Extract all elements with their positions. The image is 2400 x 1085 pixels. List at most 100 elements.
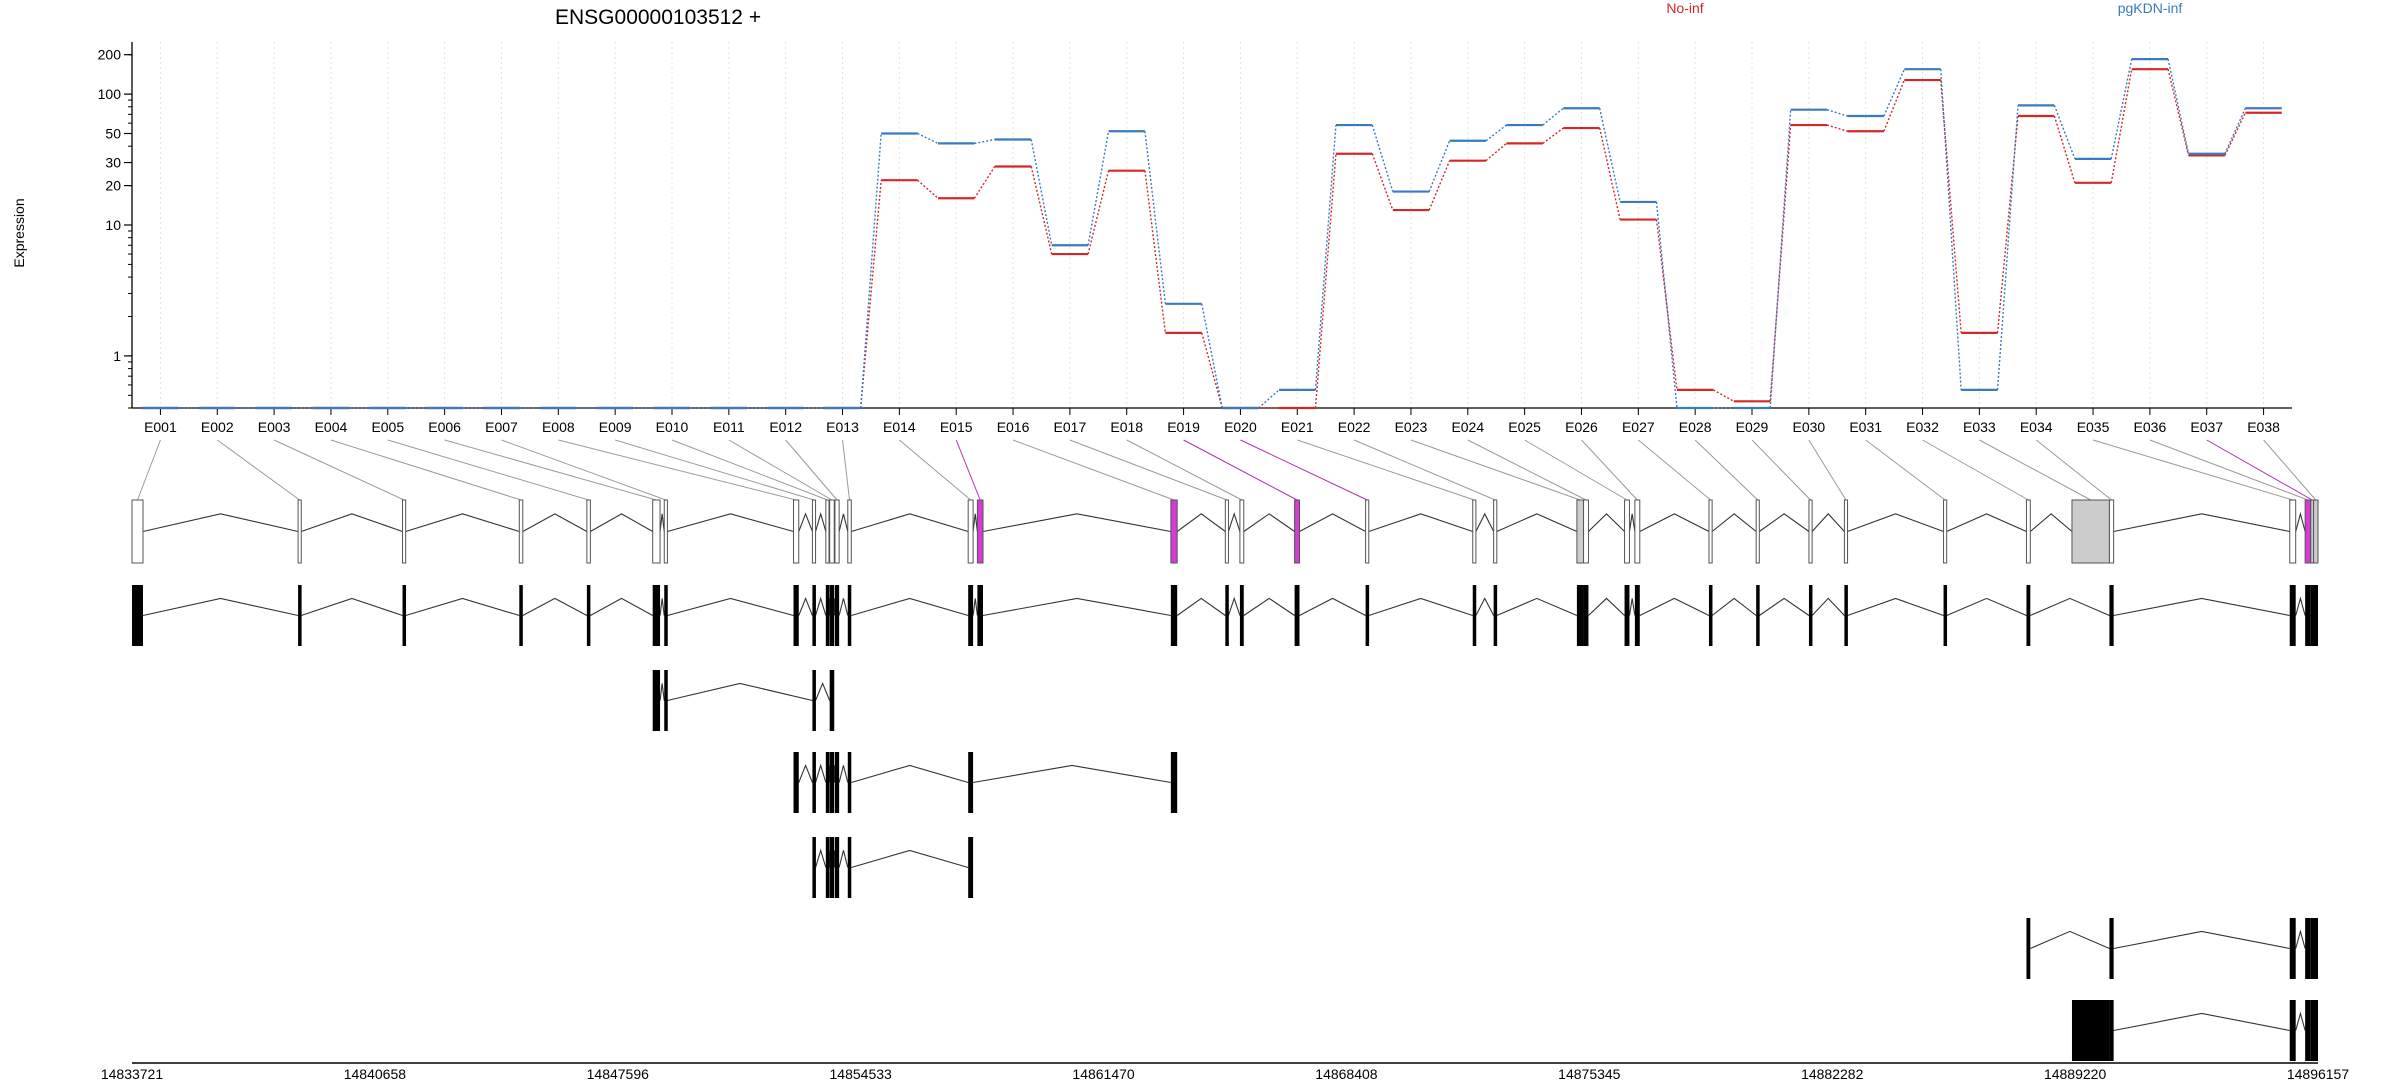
- intron-e017: [1227, 512, 1241, 532]
- y-tick-label-20: 20: [105, 178, 121, 194]
- intron-e007: [667, 513, 794, 533]
- intron-e022: [1496, 513, 1578, 533]
- transcript-exon-e012: [834, 585, 840, 646]
- transcript-intron: [1176, 597, 1226, 616]
- series-link-pgkdn-inf: [1371, 124, 1394, 192]
- bin-label-e029: E029: [1736, 419, 1769, 435]
- transcript-exon-e012: [834, 837, 840, 898]
- transcript-exon-e035: [2289, 1000, 2296, 1061]
- transcript-exon-e002: [298, 585, 302, 646]
- y-tick-label-30: 30: [105, 155, 121, 171]
- legend-no-inf: No-inf: [1666, 0, 1703, 16]
- intron-e008: [798, 512, 813, 532]
- connector-e024: [1467, 439, 1587, 501]
- bin-label-e024: E024: [1451, 419, 1484, 435]
- bin-label-e009: E009: [599, 419, 632, 435]
- vertical-grid: [159, 42, 2265, 408]
- genomic-tick-label-2: 14840658: [344, 1066, 407, 1080]
- connector-e017: [1069, 439, 1228, 501]
- transcript-intron: [2295, 596, 2306, 616]
- transcript-exon-e015: [977, 585, 983, 646]
- transcript-exon-e008: [793, 752, 799, 813]
- transcript-exon-e034: [2109, 918, 2114, 979]
- transcript-1: [132, 585, 2318, 646]
- transcript-exon-e006: [652, 585, 661, 646]
- transcript-intron: [1628, 598, 1636, 616]
- series-link-no-inf: [1314, 153, 1337, 409]
- transcript-intron: [659, 683, 665, 701]
- transcript-exon-e031: [1943, 585, 1948, 646]
- y-tick-label-200: 200: [98, 47, 122, 63]
- series-no-inf: [142, 68, 2282, 410]
- connector-e018: [1126, 439, 1243, 501]
- transcript-exon-e013: [847, 752, 852, 813]
- bin-label-e003: E003: [258, 419, 291, 435]
- transcript-6: [2071, 1000, 2318, 1061]
- intron-e021: [1475, 512, 1495, 532]
- series-link-pgkdn-inf: [1201, 303, 1223, 409]
- intron-e015: [982, 513, 1171, 533]
- bin-label-e005: E005: [371, 419, 404, 435]
- bin-label-e028: E028: [1679, 419, 1712, 435]
- intron-e002: [301, 513, 403, 533]
- connector-e033: [1979, 439, 2091, 501]
- series-link-no-inf: [1428, 160, 1451, 211]
- connector-e025: [1524, 439, 1628, 501]
- transcript-intron: [2030, 930, 2110, 950]
- transcript-exon-e009: [812, 670, 816, 731]
- exon-e033: [2071, 499, 2110, 564]
- transcript-intron: [667, 682, 813, 702]
- exon-e022: [1493, 499, 1498, 564]
- intron-e032: [2029, 513, 2073, 532]
- exon-e004: [518, 499, 524, 564]
- transcript-exon-e010: [825, 752, 830, 813]
- x-axis: E001 E002 E003 E004 E005 E006 E007 E008 E009 E010…: [132, 407, 2292, 435]
- exon-e009: [811, 499, 817, 564]
- series-link-pgkdn-inf: [1485, 124, 1507, 142]
- series-link-no-inf: [2224, 112, 2247, 156]
- bin-label-e004: E004: [315, 419, 348, 435]
- transcript-exon-e036: [2305, 1000, 2311, 1061]
- series-link-pgkdn-inf: [974, 138, 995, 145]
- exon-e012: [834, 499, 840, 564]
- connector-e036: [2149, 439, 2309, 501]
- connector-e022: [1353, 439, 1496, 501]
- series-link-no-inf: [1542, 127, 1564, 144]
- transcript-exon-e023: [1576, 585, 1584, 646]
- transcript-intron: [1847, 597, 1944, 617]
- transcript-exon-e019: [1294, 585, 1300, 646]
- series-link-pgkdn-inf: [1940, 69, 1962, 390]
- bin-label-e023: E023: [1395, 419, 1428, 435]
- bin-label-e030: E030: [1792, 419, 1825, 435]
- transcript-exon-e009: [812, 837, 816, 898]
- transcript-intron: [838, 598, 849, 616]
- exon-e020: [1365, 499, 1370, 564]
- bin-label-e010: E010: [656, 419, 689, 435]
- transcript-exon-e014: [968, 585, 974, 646]
- intron-e001: [142, 513, 299, 533]
- connector-e031: [1865, 439, 1946, 501]
- transcript-intron: [2113, 1012, 2290, 1032]
- transcript-intron: [2113, 930, 2290, 950]
- genomic-tick-label-9: 14889220: [2044, 1066, 2107, 1080]
- connector-e010: [671, 439, 828, 501]
- transcript-exon-e007: [664, 585, 668, 646]
- intron-e018: [1243, 513, 1295, 532]
- connector-e019: [1183, 439, 1298, 501]
- series-link-no-inf: [1087, 170, 1110, 255]
- transcript-exon-e016: [1170, 585, 1178, 646]
- bin-label-e032: E032: [1906, 419, 1939, 435]
- intron-e014: [972, 513, 978, 532]
- transcript-intron: [972, 598, 978, 616]
- series-link-pgkdn-inf: [2053, 105, 2076, 160]
- transcript-2: [652, 670, 835, 731]
- connector-e012: [785, 439, 838, 501]
- connector-e011: [728, 439, 833, 501]
- bin-label-e015: E015: [940, 419, 973, 435]
- series-link-no-inf: [2110, 69, 2133, 183]
- series-lines: [142, 58, 2282, 410]
- y-tick-label-100: 100: [98, 86, 122, 102]
- bin-label-e026: E026: [1565, 419, 1598, 435]
- genomic-tick-label-8: 14882282: [1801, 1066, 1864, 1080]
- transcript-intron: [1299, 597, 1366, 616]
